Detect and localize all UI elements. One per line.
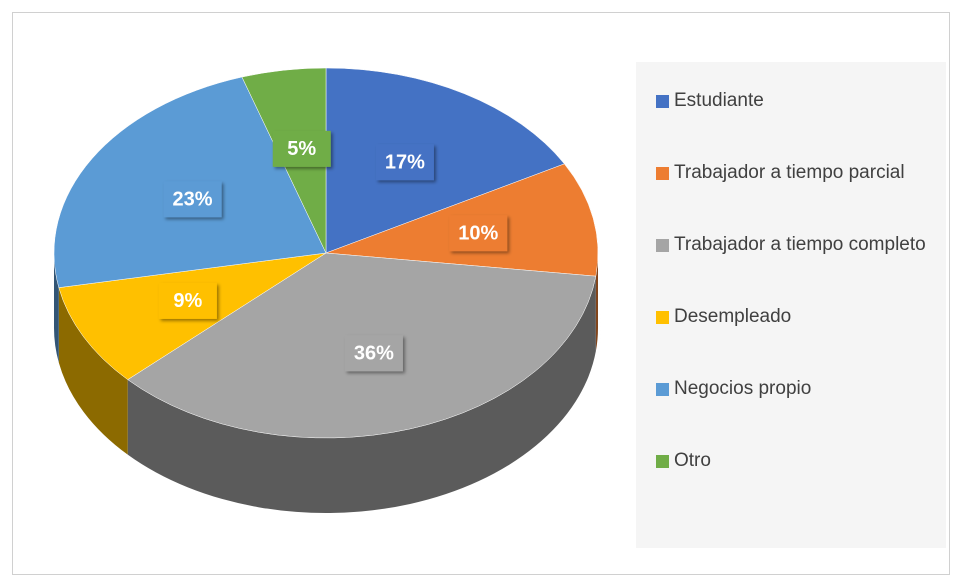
data-label: 36% [354,343,394,365]
legend-swatch [656,95,669,108]
slice [325,67,565,254]
legend-swatch [656,383,669,396]
slice-side [127,276,596,513]
label-box [163,181,222,218]
legend-item: Otro [656,448,946,520]
legend-item: Estudiante [656,88,946,160]
label-box [272,130,331,167]
legend-swatch [656,455,669,468]
slice-side [58,287,128,455]
legend-item: Negocios propio [656,376,946,448]
data-label: 10% [458,223,498,245]
label-box [344,335,403,372]
data-label: 9% [173,290,202,312]
legend-item: Desempleado [656,304,946,376]
legend-label: Trabajador a tiempo completo [674,234,926,255]
legend-label: Otro [674,450,711,471]
frame [12,12,950,575]
data-label: 17% [385,152,425,174]
legend-label: Desempleado [674,306,792,327]
legend-swatch [656,167,669,180]
label-box [375,144,434,181]
label-box [158,282,217,319]
data-label: 23% [173,189,213,211]
label-box [449,215,508,252]
legend-label: Estudiante [674,90,764,111]
legend: Estudiante Trabajador a tiempo parcial Tra… [636,62,946,548]
legend-item: Trabajador a tiempo completo [656,232,946,304]
legend-item: Trabajador a tiempo parcial [656,160,946,232]
data-label: 5% [287,138,316,160]
legend-swatch [656,311,669,324]
slice-side [595,253,598,352]
legend-swatch [656,239,669,252]
slice-side [54,253,59,363]
legend-label: Negocios propio [674,378,812,399]
legend-label: Trabajador a tiempo parcial [674,162,905,183]
